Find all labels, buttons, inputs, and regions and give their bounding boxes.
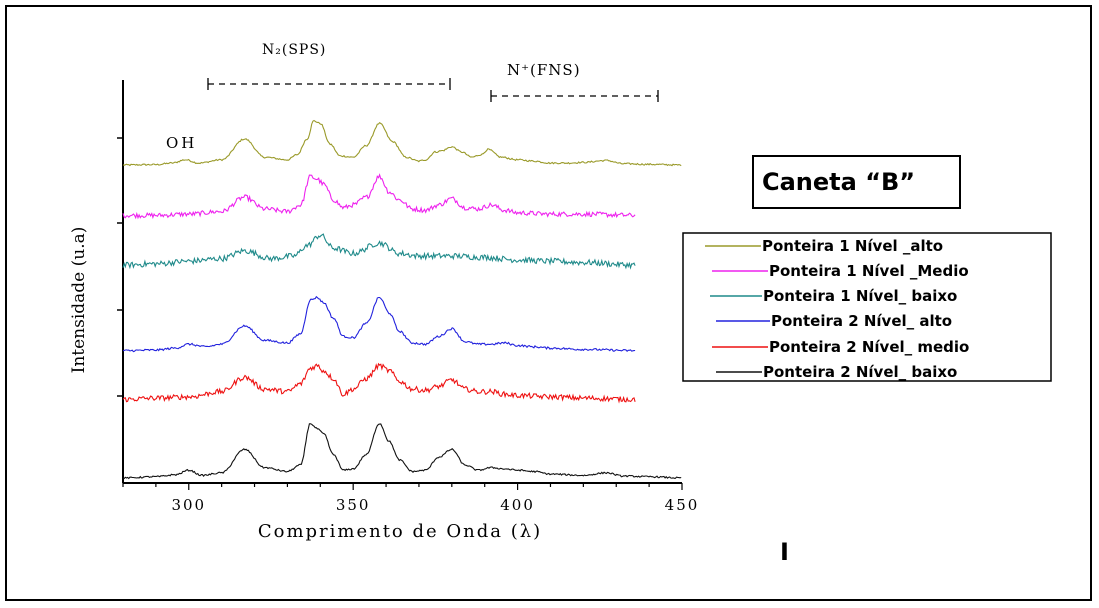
x-tick-label: 450	[665, 496, 700, 514]
series-line-2	[122, 173, 636, 220]
annotation-n-fns: N⁺(FNS)	[507, 61, 581, 79]
title-box	[752, 155, 961, 209]
annotation-n2-sps: N₂(SPS)	[262, 42, 326, 58]
series-layer	[122, 119, 682, 480]
axes	[117, 80, 682, 484]
legend-label-1: Ponteira 1 Nível _alto	[762, 237, 943, 255]
annotation-oh: OH	[166, 134, 197, 152]
footer-mark: I	[780, 538, 789, 566]
x-tick-label: 300	[171, 496, 206, 514]
legend-label-3: Ponteira 1 Nível_ baixo	[763, 287, 957, 305]
series-line-6	[122, 423, 682, 480]
x-axis-label: Comprimento de Onda (λ)	[258, 521, 542, 542]
y-axis-label: Intensidade (u.a)	[69, 227, 89, 374]
legend-label-4: Ponteira 2 Nível_ alto	[771, 312, 952, 330]
legend-label-2: Ponteira 1 Nível _Medio	[769, 262, 969, 280]
legend-label-6: Ponteira 2 Nível_ baixo	[763, 363, 957, 381]
legend-label-5: Ponteira 2 Nível_ medio	[769, 338, 969, 356]
x-tick-label: 400	[500, 496, 535, 514]
legend-box	[682, 232, 1052, 382]
series-line-1	[122, 119, 682, 167]
x-ticks: 300 350 400 450	[122, 483, 700, 514]
legend: Ponteira 1 Nível _alto Ponteira 1 Nível _…	[705, 237, 969, 381]
x-tick-label: 350	[336, 496, 371, 514]
series-line-5	[122, 362, 636, 404]
series-line-3	[122, 233, 636, 270]
chart-title: Caneta “B”	[762, 168, 915, 196]
series-line-4	[122, 295, 636, 353]
